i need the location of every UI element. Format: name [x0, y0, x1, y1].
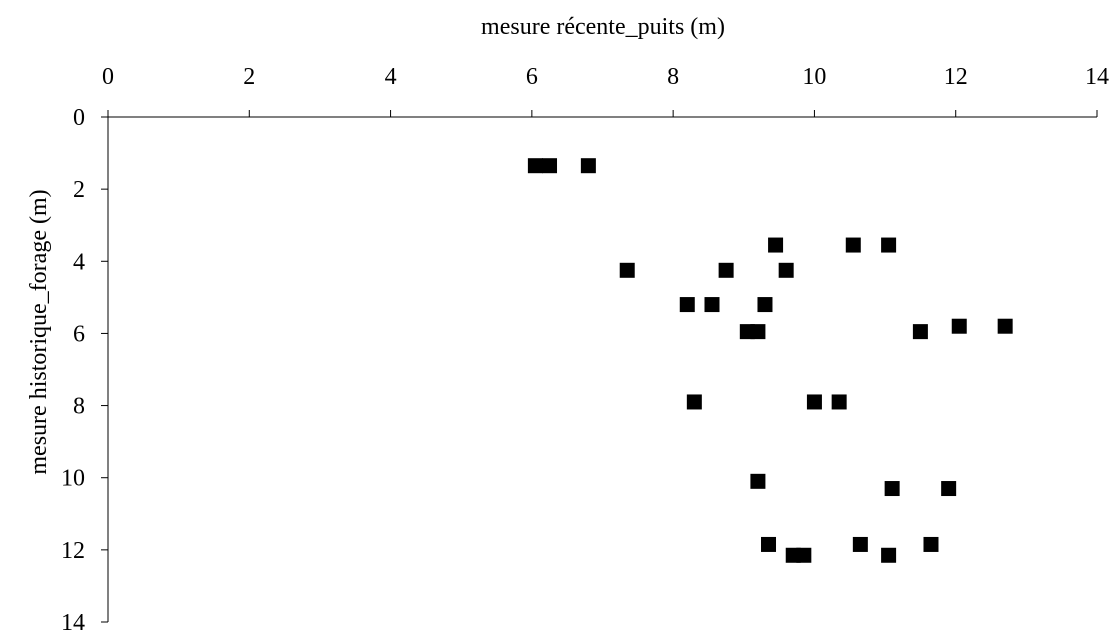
data-point	[852, 536, 868, 552]
x-tick-label: 10	[802, 64, 826, 90]
x-tick-label: 8	[667, 64, 679, 90]
data-point	[806, 394, 822, 410]
y-tick-label: 6	[73, 321, 85, 347]
data-point	[768, 237, 784, 253]
x-axis-ticks: 0 2 4 6 8 10 12 14	[102, 64, 1109, 117]
data-point	[941, 481, 957, 497]
y-tick-label: 12	[61, 538, 85, 564]
x-tick-label: 0	[102, 64, 114, 90]
data-point	[542, 158, 558, 174]
data-point	[718, 262, 734, 278]
data-point	[912, 324, 928, 340]
x-tick-label: 2	[243, 64, 255, 90]
x-tick-label: 12	[944, 64, 968, 90]
y-tick-label: 10	[61, 466, 85, 492]
y-tick-label: 2	[73, 177, 85, 203]
x-axis-title: mesure récente_puits (m)	[481, 14, 725, 40]
data-point	[881, 237, 897, 253]
data-point	[845, 237, 861, 253]
data-point	[831, 394, 847, 410]
y-tick-label: 0	[73, 105, 85, 131]
y-axis-ticks: 0 2 4 6 8 10 12 14	[61, 105, 108, 631]
data-point	[580, 158, 596, 174]
data-point	[757, 297, 773, 313]
y-axis-title: mesure historique_forage (m)	[26, 189, 52, 474]
x-tick-label: 14	[1085, 64, 1109, 90]
data-point	[796, 547, 812, 563]
data-point	[951, 318, 967, 334]
data-point	[679, 297, 695, 313]
data-point	[997, 318, 1013, 334]
x-tick-label: 4	[385, 64, 397, 90]
data-point	[884, 481, 900, 497]
data-point	[686, 394, 702, 410]
data-point	[923, 536, 939, 552]
x-tick-label: 6	[526, 64, 538, 90]
y-tick-label: 14	[61, 610, 85, 631]
data-point	[704, 297, 720, 313]
data-point	[750, 324, 766, 340]
data-point	[778, 262, 794, 278]
data-point	[527, 158, 543, 174]
data-point	[761, 536, 777, 552]
y-tick-label: 4	[73, 249, 85, 275]
data-points	[527, 158, 1013, 563]
data-point	[750, 473, 766, 489]
data-point	[881, 547, 897, 563]
y-tick-label: 8	[73, 394, 85, 420]
data-point	[619, 262, 635, 278]
